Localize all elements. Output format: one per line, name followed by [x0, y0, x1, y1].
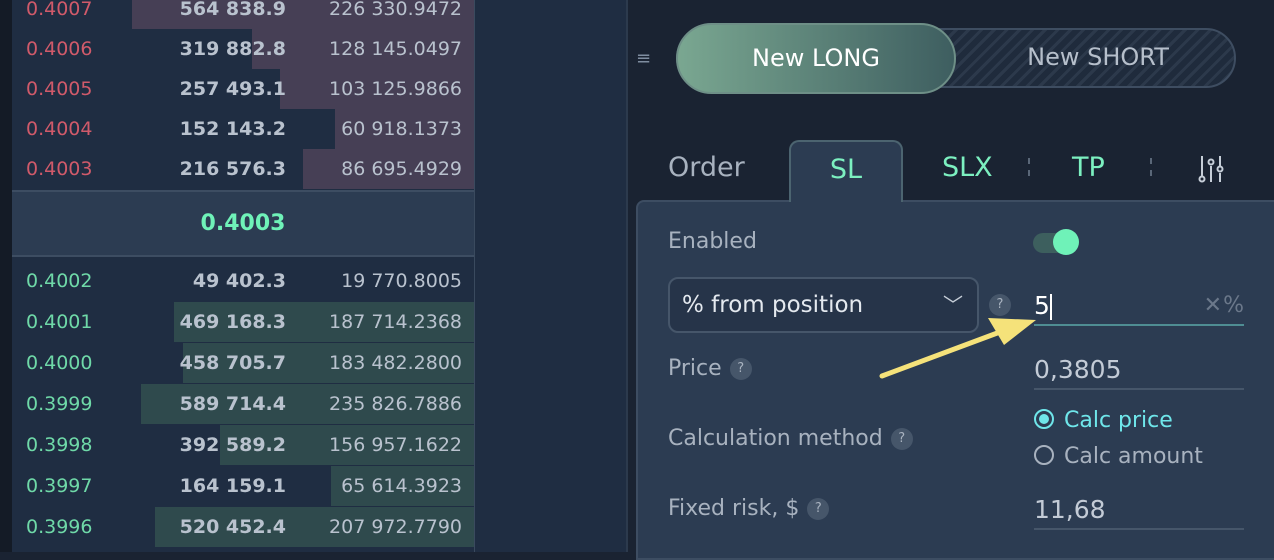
tab-separator [1150, 158, 1152, 176]
ask-amount: 319 882.8 [179, 38, 286, 60]
depth-bar [335, 109, 474, 149]
depth-bar [182, 343, 474, 383]
percent-unit: % [1223, 293, 1244, 318]
calc-method-label: Calculation method? [668, 426, 913, 451]
price-label: Price? [668, 356, 752, 381]
bid-amount: 520 452.4 [179, 516, 286, 538]
order-book: 0.4007 564 838.9 226 330.9472 0.4006 319 882… [12, 0, 475, 552]
ask-price: 0.4005 [26, 78, 93, 100]
bid-total: 207 972.7790 [329, 516, 462, 538]
bid-row[interactable]: 0.3999 589 714.4 235 826.7886 [12, 384, 474, 424]
chevron-down-icon: ﹀ [943, 293, 963, 317]
price-input[interactable]: 0,3805 [1034, 350, 1244, 390]
ask-amount: 257 493.1 [179, 78, 286, 100]
ask-row[interactable]: 0.4004 152 143.2 60 918.1373 [12, 109, 474, 149]
ask-total: 226 330.9472 [329, 0, 462, 20]
bid-total: 65 614.3923 [341, 475, 462, 497]
bid-price: 0.3997 [26, 475, 93, 497]
left-edge [0, 0, 12, 552]
depth-bar [132, 0, 474, 29]
tab-tp[interactable]: TP [1072, 152, 1105, 183]
settings-sliders-icon[interactable] [1196, 154, 1226, 184]
bid-total: 156 957.1622 [329, 434, 462, 456]
bid-amount: 589 714.4 [179, 393, 286, 415]
depth-bar [219, 425, 474, 465]
bid-total: 19 770.8005 [341, 270, 462, 292]
bid-amount: 49 402.3 [192, 270, 286, 292]
ask-price: 0.4004 [26, 118, 93, 140]
ask-row[interactable]: 0.4003 216 576.3 86 695.4929 [12, 149, 474, 189]
depth-bar [141, 384, 474, 424]
bid-row[interactable]: 0.4002 49 402.3 19 770.8005 [12, 261, 474, 301]
ask-amount: 216 576.3 [179, 158, 286, 180]
ask-amount: 152 143.2 [179, 118, 286, 140]
bid-amount: 164 159.1 [179, 475, 286, 497]
bid-row[interactable]: 0.3998 392 589.2 156 957.1622 [12, 425, 474, 465]
bid-total: 183 482.2800 [329, 352, 462, 374]
enabled-label: Enabled [668, 229, 757, 254]
bid-price: 0.3996 [26, 516, 93, 538]
bid-price: 0.4000 [26, 352, 93, 374]
fixed-risk-label: Fixed risk, $? [668, 496, 830, 521]
help-icon[interactable]: ? [807, 498, 830, 520]
help-icon[interactable]: ? [890, 428, 913, 450]
bid-row[interactable]: 0.4000 458 705.7 183 482.2800 [12, 343, 474, 383]
last-price: 0.4003 [12, 190, 474, 257]
bid-price: 0.4001 [26, 311, 93, 333]
enabled-toggle[interactable] [1033, 229, 1079, 255]
bid-total: 235 826.7886 [329, 393, 462, 415]
depth-bar [279, 69, 474, 109]
ask-total: 86 695.4929 [341, 158, 462, 180]
fixed-risk-input[interactable]: 11,68 [1034, 490, 1244, 530]
depth-bar [303, 149, 474, 189]
new-long-button[interactable]: New LONG [676, 23, 956, 94]
depth-bar [252, 29, 474, 69]
calc-price-radio[interactable]: Calc price [1034, 408, 1173, 433]
bid-amount: 392 589.2 [179, 434, 286, 456]
bid-price: 0.4002 [26, 270, 93, 292]
percent-input[interactable]: 5 ✕% [1034, 286, 1244, 326]
calc-amount-radio[interactable]: Calc amount [1034, 444, 1203, 469]
bid-total: 187 714.2368 [329, 311, 462, 333]
bid-row[interactable]: 0.3997 164 159.1 65 614.3923 [12, 466, 474, 506]
ask-price: 0.4006 [26, 38, 93, 60]
bid-amount: 458 705.7 [179, 352, 286, 374]
sl-panel [636, 200, 1274, 560]
depth-bar [330, 466, 474, 506]
tab-slx[interactable]: SLX [942, 152, 993, 183]
depth-bar [155, 507, 474, 547]
bid-price: 0.3999 [26, 393, 93, 415]
ask-row[interactable]: 0.4006 319 882.8 128 145.0497 [12, 29, 474, 69]
percent-value: 5 [1034, 291, 1050, 320]
sl-mode-value: % from position [682, 292, 864, 318]
ask-row[interactable]: 0.4007 564 838.9 226 330.9472 [12, 0, 474, 29]
drag-handle-icon[interactable]: ≡ [636, 48, 652, 69]
clear-icon[interactable]: ✕ [1203, 293, 1222, 318]
ask-total: 60 918.1373 [341, 118, 462, 140]
bid-price: 0.3998 [26, 434, 93, 456]
ask-row[interactable]: 0.4005 257 493.1 103 125.9866 [12, 69, 474, 109]
ask-price: 0.4007 [26, 0, 93, 20]
help-icon[interactable]: ? [729, 358, 752, 380]
depth-bar [173, 302, 474, 342]
panel-divider-area [475, 0, 628, 552]
tab-separator [1028, 158, 1030, 176]
ask-total: 128 145.0497 [329, 38, 462, 60]
sl-mode-select[interactable]: % from position ﹀ [668, 277, 979, 333]
ask-price: 0.4003 [26, 158, 93, 180]
new-short-button[interactable]: New SHORT [1027, 43, 1169, 71]
bid-row[interactable]: 0.3996 520 452.4 207 972.7790 [12, 507, 474, 547]
ask-total: 103 125.9866 [329, 78, 462, 100]
bid-amount: 469 168.3 [179, 311, 286, 333]
tab-sl[interactable]: SL [789, 140, 903, 202]
help-icon[interactable]: ? [989, 294, 1011, 316]
bid-row[interactable]: 0.4001 469 168.3 187 714.2368 [12, 302, 474, 342]
ask-amount: 564 838.9 [179, 0, 286, 20]
tab-order[interactable]: Order [668, 152, 745, 183]
